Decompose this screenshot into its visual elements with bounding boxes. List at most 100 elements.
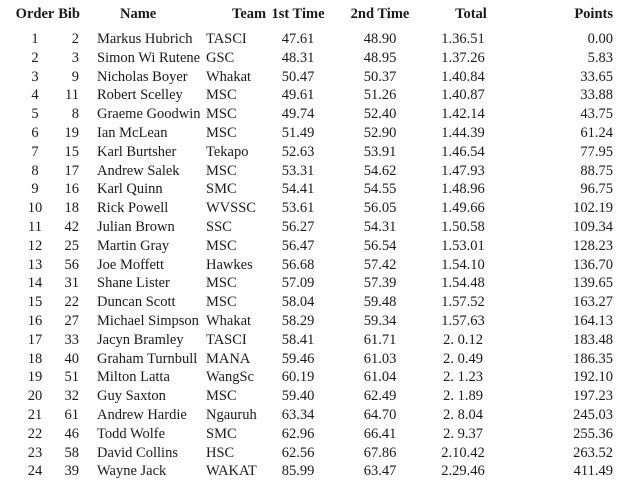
- cell-points: 5.83: [587, 49, 613, 66]
- cell-first-time: 59.40: [281, 388, 315, 405]
- cell-points: 255.36: [573, 425, 613, 442]
- cell-team: MSC: [206, 294, 237, 311]
- cell-bib: 40: [64, 350, 80, 367]
- cell-order: 20: [27, 388, 43, 405]
- cell-bib: 61: [64, 406, 80, 423]
- cell-bib: 22: [64, 294, 80, 311]
- cell-points: 33.65: [580, 68, 613, 85]
- cell-name: David Collins: [97, 444, 178, 461]
- cell-first-time: 49.61: [281, 87, 315, 104]
- cell-total: 1.36.51: [441, 31, 485, 47]
- cell-points: 183.48: [573, 331, 613, 348]
- table-row: 23 58 David Collins HSC 62.56 67.86 2.10.42 263…: [0, 444, 644, 463]
- cell-name: Simon Wi Rutene: [97, 49, 201, 66]
- cell-team: MSC: [206, 106, 237, 123]
- cell-order: 1: [31, 31, 39, 47]
- cell-second-time: 59.48: [363, 294, 397, 311]
- table-row: 22 46 Todd Wolfe SMC 62.96 66.41 2. 9.37 255.36: [0, 425, 644, 444]
- cell-name: Jacyn Bramley: [97, 331, 184, 348]
- cell-second-time: 57.42: [363, 256, 397, 273]
- cell-points: 245.03: [573, 406, 613, 423]
- cell-points: 33.88: [580, 87, 613, 104]
- table-row: 20 32 Guy Saxton MSC 59.40 62.49 2. 1.89 197.23: [0, 387, 644, 406]
- cell-order: 22: [27, 425, 43, 442]
- cell-total: 2. 9.37: [443, 425, 483, 442]
- cell-total: 1.48.96: [441, 181, 485, 198]
- cell-team: MSC: [206, 388, 237, 405]
- cell-bib: 46: [64, 425, 80, 442]
- table-row: 6 19 Ian McLean MSC 51.49 52.90 1.44.39 61.24: [0, 124, 644, 143]
- header-name: Name: [120, 6, 157, 22]
- cell-second-time: 56.54: [363, 237, 397, 254]
- cell-second-time: 62.49: [363, 388, 397, 405]
- cell-second-time: 66.41: [363, 425, 397, 442]
- cell-total: 2. 0.12: [443, 331, 483, 348]
- cell-first-time: 56.27: [281, 218, 315, 235]
- header-row: Order Bib Name Team 1st Time 2nd Time To…: [0, 4, 644, 24]
- table-row: 2 3 Simon Wi Rutene GSC 48.31 48.95 1.37.26 5.8…: [0, 49, 644, 68]
- cell-points: 102.19: [573, 200, 613, 217]
- header-first-time: 1st Time: [271, 6, 325, 22]
- table-row: 18 40 Graham Turnbull MANA 59.46 61.03 2. 0.49…: [0, 350, 644, 369]
- cell-name: Andrew Hardie: [97, 406, 187, 423]
- cell-name: Julian Brown: [97, 218, 175, 235]
- cell-bib: 18: [64, 200, 80, 217]
- cell-points: 88.75: [580, 162, 613, 179]
- cell-order: 17: [27, 331, 43, 348]
- cell-bib: 11: [65, 87, 79, 104]
- cell-team: WVSSC: [206, 200, 256, 217]
- cell-order: 10: [27, 200, 43, 217]
- table-row: 17 33 Jacyn Bramley TASCI 58.41 61.71 2. 0.12 1…: [0, 331, 644, 350]
- table-row: 24 39 Wayne Jack WAKAT 85.99 63.47 2.29.46 411.…: [0, 462, 644, 481]
- cell-second-time: 50.37: [363, 68, 397, 85]
- cell-total: 1.46.54: [441, 143, 485, 160]
- cell-total: 1.49.66: [441, 200, 485, 217]
- cell-bib: 15: [64, 143, 80, 160]
- cell-total: 2. 8.04: [443, 406, 483, 423]
- cell-first-time: 48.31: [281, 49, 315, 66]
- cell-name: Karl Burtsher: [97, 143, 177, 160]
- cell-first-time: 62.56: [281, 444, 315, 461]
- table-row: 13 56 Joe Moffett Hawkes 56.68 57.42 1.54.10 13…: [0, 256, 644, 275]
- cell-second-time: 54.62: [363, 162, 397, 179]
- table-row: 1 2 Markus Hubrich TASCI 47.61 48.90 1.36.51 0.…: [0, 30, 644, 49]
- table-row: 9 16 Karl Quinn SMC 54.41 54.55 1.48.96 96.75: [0, 180, 644, 199]
- cell-points: 197.23: [573, 388, 613, 405]
- cell-bib: 17: [64, 162, 80, 179]
- cell-name: Karl Quinn: [97, 181, 163, 198]
- cell-team: Whakat: [206, 312, 252, 329]
- cell-first-time: 53.31: [281, 162, 315, 179]
- cell-second-time: 54.31: [363, 218, 397, 235]
- cell-bib: 58: [64, 444, 80, 461]
- cell-bib: 3: [71, 49, 79, 66]
- cell-order: 19: [27, 369, 43, 386]
- cell-order: 21: [27, 406, 43, 423]
- header-team: Team: [232, 6, 267, 22]
- header-bib: Bib: [58, 6, 80, 22]
- cell-team: SMC: [206, 181, 237, 198]
- cell-first-time: 56.68: [281, 256, 315, 273]
- cell-first-time: 47.61: [281, 31, 315, 47]
- cell-order: 6: [31, 124, 39, 141]
- cell-name: Robert Scelley: [97, 87, 183, 104]
- cell-first-time: 60.19: [281, 369, 315, 386]
- cell-order: 9: [31, 181, 39, 198]
- cell-name: Michael Simpson: [97, 312, 199, 329]
- cell-second-time: 48.90: [363, 31, 397, 47]
- cell-first-time: 49.74: [281, 106, 315, 123]
- cell-team: Hawkes: [206, 256, 253, 273]
- table-row: 8 17 Andrew Salek MSC 53.31 54.62 1.47.93 88.75: [0, 162, 644, 181]
- cell-points: 0.00: [587, 31, 613, 47]
- cell-points: 136.70: [573, 256, 613, 273]
- cell-second-time: 53.91: [363, 143, 397, 160]
- cell-name: Todd Wolfe: [97, 425, 166, 442]
- cell-name: Graham Turnbull: [97, 350, 198, 367]
- cell-bib: 39: [64, 463, 80, 480]
- cell-team: Whakat: [206, 68, 252, 85]
- cell-team: Ngauruh: [206, 406, 257, 423]
- cell-points: 43.75: [580, 106, 613, 123]
- header-order: Order: [15, 6, 55, 22]
- cell-bib: 32: [64, 388, 80, 405]
- cell-team: MSC: [206, 124, 237, 141]
- cell-order: 15: [27, 294, 43, 311]
